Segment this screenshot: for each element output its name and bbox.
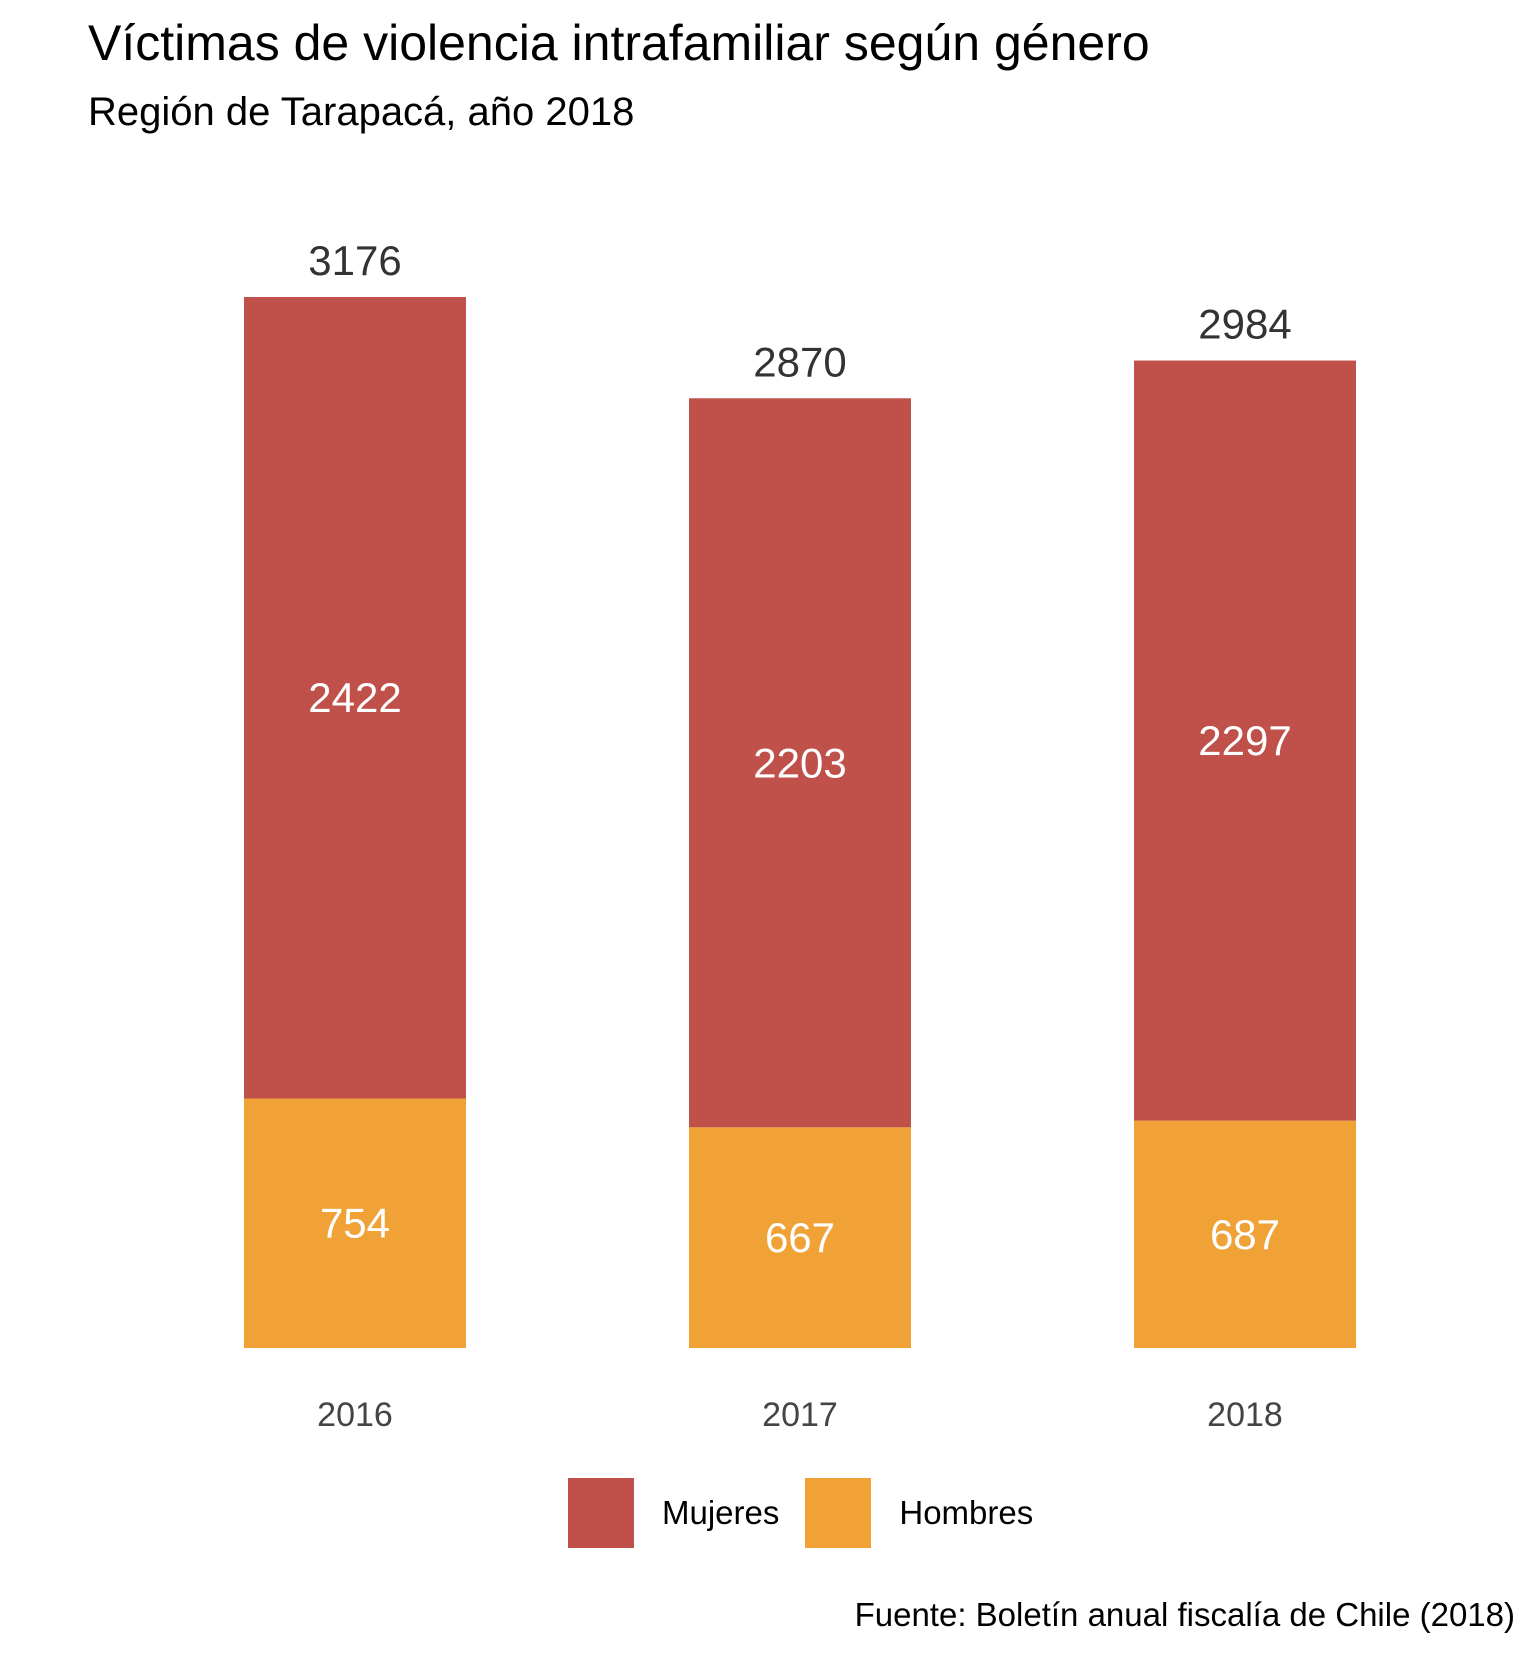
total-label-2017: 2870	[753, 338, 846, 385]
legend-swatch-hombres	[805, 1478, 872, 1548]
bar-hombres-2017	[689, 1127, 911, 1348]
bar-mujeres-2017	[689, 398, 911, 1128]
legend-item-hombres: Hombres	[805, 1478, 1033, 1548]
stacked-bar-chart: 754 2422 3176 2016 667 2203 2870 2017 687 2297 298…	[244, 237, 1356, 1434]
total-label-2016: 3176	[308, 237, 401, 284]
bar-hombres-2018	[1134, 1120, 1356, 1348]
legend-item-mujeres: Mujeres	[568, 1478, 779, 1548]
legend-label-hombres: Hombres	[899, 1494, 1034, 1531]
data-label-mujeres-2016: 2422	[308, 674, 401, 721]
total-label-2018: 2984	[1198, 301, 1291, 348]
bar-mujeres-2018	[1134, 360, 1356, 1121]
chart-subtitle: Región de Tarapacá, año 2018	[88, 90, 635, 134]
x-tick-label-2016: 2016	[317, 1396, 393, 1434]
data-label-hombres-2016: 754	[320, 1200, 390, 1247]
legend: Mujeres Hombres	[568, 1478, 1059, 1548]
legend-swatch-mujeres	[568, 1478, 634, 1548]
x-tick-label-2018: 2018	[1207, 1396, 1283, 1434]
data-label-mujeres-2018: 2297	[1198, 717, 1291, 764]
data-label-mujeres-2017: 2203	[753, 739, 846, 786]
data-label-hombres-2017: 667	[765, 1214, 835, 1261]
x-tick-label-2017: 2017	[762, 1396, 838, 1434]
bar-hombres-2016	[244, 1098, 466, 1348]
bar-mujeres-2016	[244, 297, 466, 1099]
source-caption: Fuente: Boletín anual fiscalía de Chile …	[854, 1596, 1515, 1633]
chart-title: Víctimas de violencia intrafamiliar segú…	[88, 15, 1150, 71]
data-label-hombres-2018: 687	[1210, 1211, 1280, 1258]
legend-label-mujeres: Mujeres	[662, 1494, 780, 1531]
